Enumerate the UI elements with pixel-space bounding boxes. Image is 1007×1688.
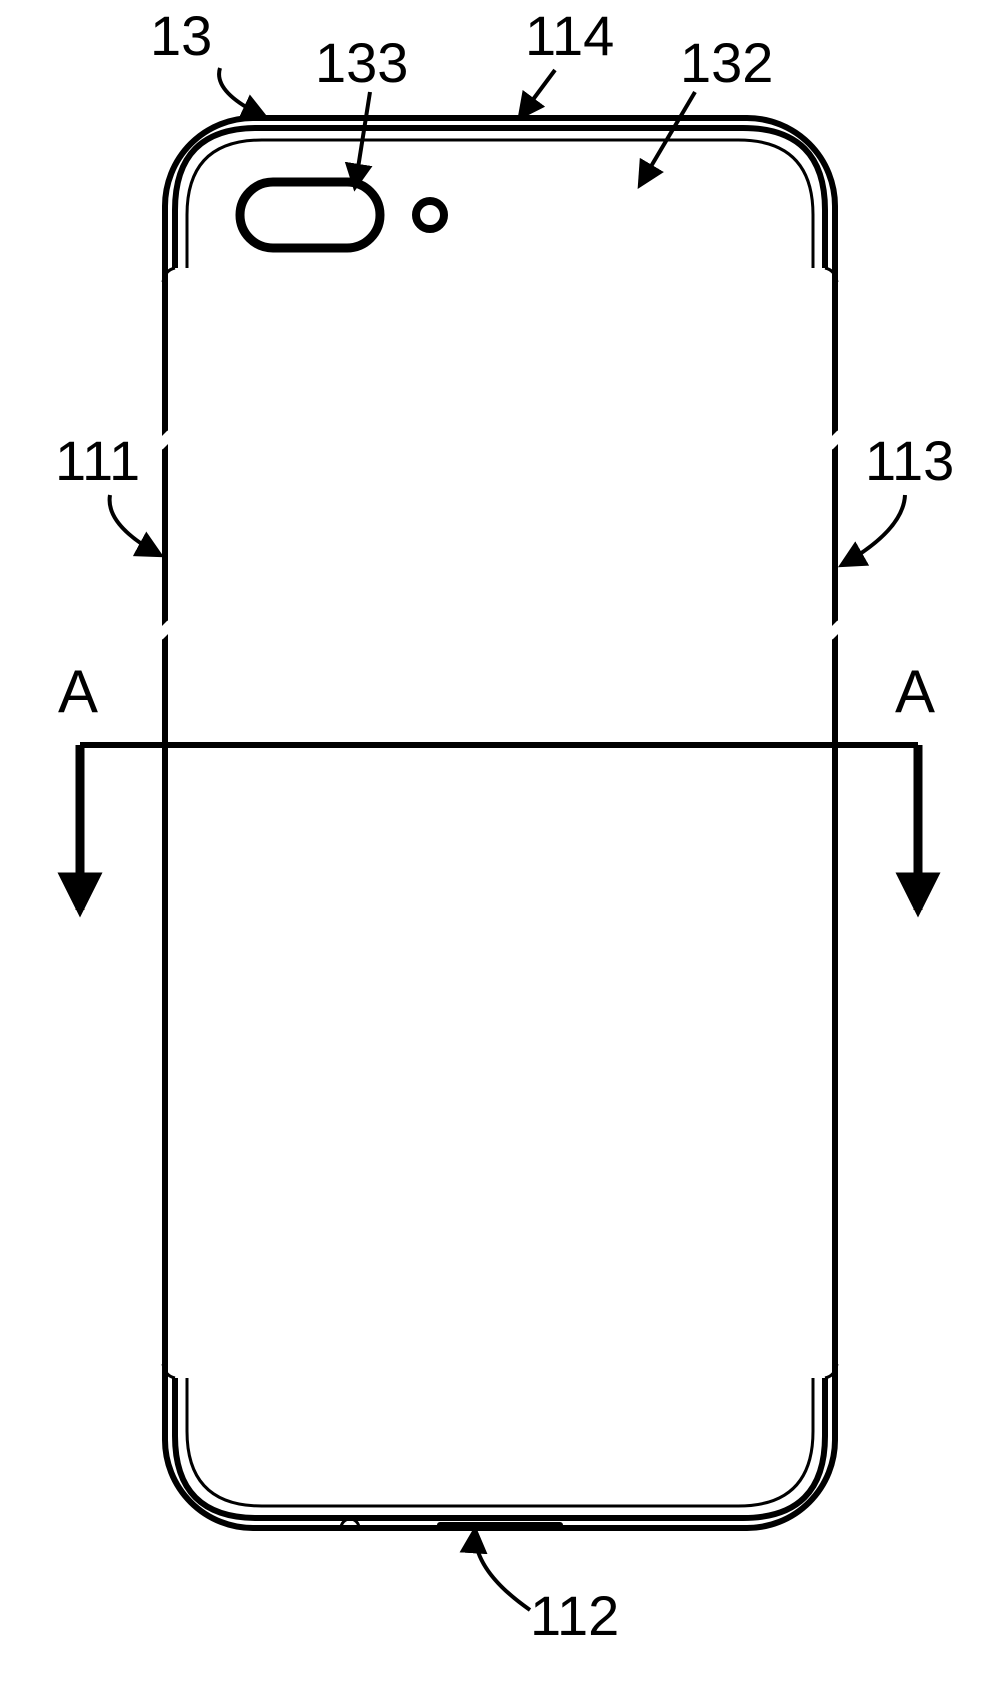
callout-leader-13 (219, 68, 265, 117)
callout-leader-111 (110, 495, 160, 555)
edge-break-mask (829, 624, 841, 636)
edge-break-mask (829, 434, 841, 446)
camera-cutout (240, 182, 380, 248)
callout-label-132: 132 (680, 31, 773, 94)
callout-label-13: 13 (150, 4, 212, 67)
callout-leader-112 (475, 1530, 530, 1610)
flash-hole (416, 201, 444, 229)
section-label-left: A (58, 658, 98, 725)
callout-label-114: 114 (525, 4, 614, 67)
edge-break-mask (159, 434, 171, 446)
callout-label-112: 112 (530, 1584, 619, 1647)
edge-break-mask (159, 624, 171, 636)
phone-shell-outline (165, 118, 835, 1528)
callout-leader-114 (520, 70, 555, 117)
antenna-band-bottom (187, 1378, 813, 1506)
antenna-band-bottom (175, 1378, 825, 1518)
callout-label-111: 111 (55, 429, 140, 492)
callout-leader-113 (842, 495, 905, 565)
section-label-right: A (895, 658, 935, 725)
callout-label-113: 113 (865, 429, 954, 492)
callout-label-133: 133 (315, 31, 408, 94)
